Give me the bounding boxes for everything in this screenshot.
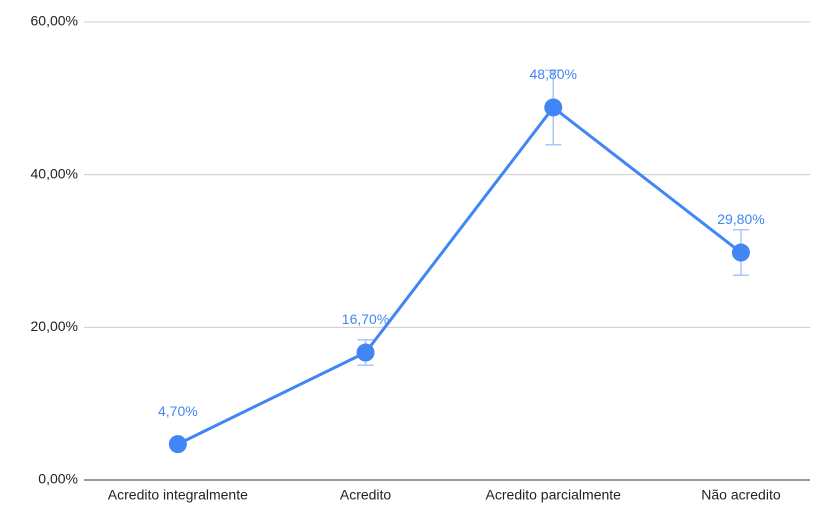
line: [177, 105, 742, 446]
value-label: 48,80%: [530, 66, 577, 82]
point: [544, 98, 563, 117]
point: [356, 343, 375, 362]
point: [168, 435, 187, 454]
point: [731, 243, 750, 262]
x-tick-label: Acredito parcialmente: [486, 487, 622, 503]
y-tick-label: 40,00%: [31, 165, 78, 181]
x-tick-label: Acredito: [340, 487, 392, 503]
y-tick-label: 0,00%: [38, 471, 78, 487]
value-label: 4,70%: [158, 403, 198, 419]
y-tick-label: 20,00%: [31, 318, 78, 334]
value-label: 29,80%: [717, 211, 764, 227]
x-tick-label: Não acredito: [701, 487, 781, 503]
value-label: 16,70%: [342, 311, 389, 327]
x-tick-label: Acredito integralmente: [108, 487, 248, 503]
y-tick-label: 60,00%: [31, 13, 78, 29]
